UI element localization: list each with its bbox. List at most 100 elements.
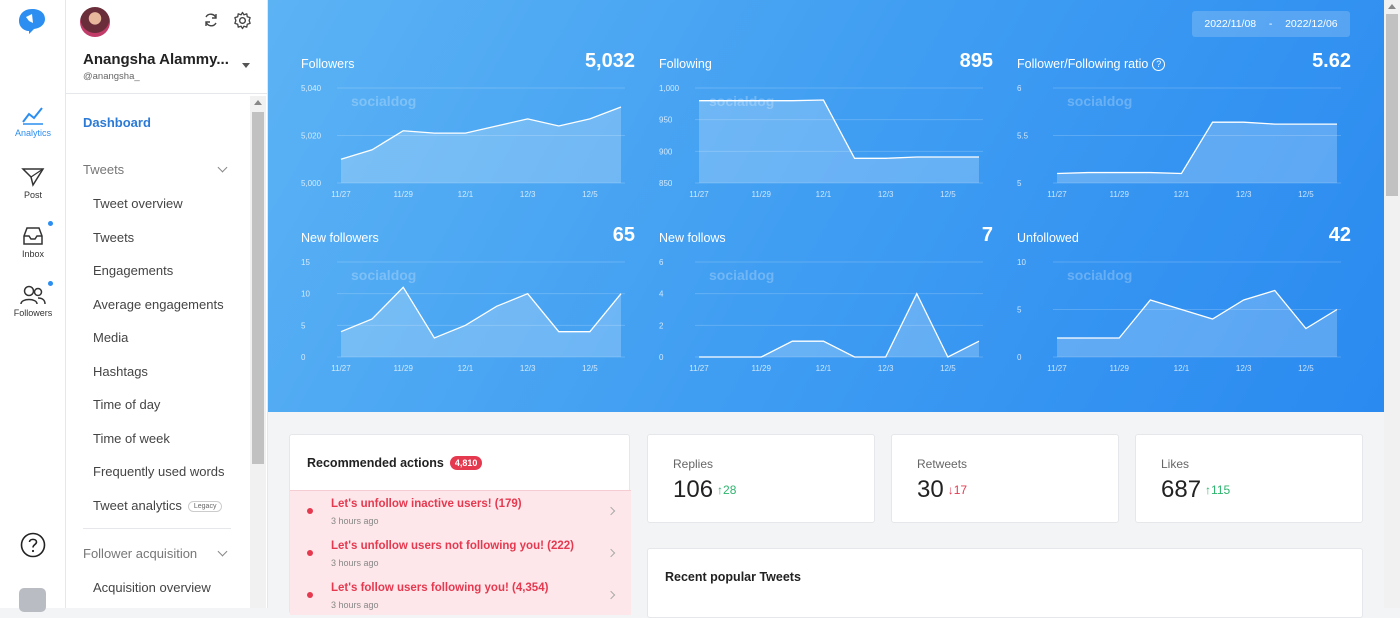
nav-frequently-used-words[interactable]: Frequently used words xyxy=(93,464,225,479)
x-tick-label: 12/3 xyxy=(878,190,894,199)
stat-card-likes[interactable]: Likes 687 ↑115 xyxy=(1135,434,1363,523)
chart-panel[interactable]: Followers 5,032 socialdog 5,040 5,020 5,000 11… xyxy=(301,50,635,210)
nav-tweet-overview[interactable]: Tweet overview xyxy=(93,196,183,211)
nav-group-follower-acquisition[interactable]: Follower acquisition xyxy=(83,546,198,561)
series-area xyxy=(699,100,979,183)
y-tick-label: 5,020 xyxy=(301,132,322,141)
chart-panel[interactable]: New followers 65 socialdog 15 10 5 0 11/27 11/29… xyxy=(301,224,635,384)
nav-group-tweets[interactable]: Tweets xyxy=(83,162,125,177)
sidebar-scrollbar-thumb[interactable] xyxy=(252,112,264,464)
recommended-action-item[interactable]: Let's follow users following you! (4,354… xyxy=(290,575,631,617)
stat-value-row: 106 ↑28 xyxy=(673,476,736,504)
chart-title-text: New follows xyxy=(659,231,726,245)
series-line xyxy=(699,99,979,159)
chart-panel[interactable]: New follows 7 socialdog 6 4 2 0 11/27 11/29 12/1 1… xyxy=(659,224,993,384)
followers-icon xyxy=(20,285,46,305)
recommended-actions-title: Recommended actions 4,810 xyxy=(307,456,483,470)
page-scrollbar-thumb[interactable] xyxy=(1386,14,1398,196)
chart-panel[interactable]: Unfollowed 42 socialdog 10 5 0 11/27 11/29 12/1 1… xyxy=(1017,224,1351,384)
rail-label-inbox: Inbox xyxy=(21,249,45,259)
x-tick-label: 12/3 xyxy=(520,364,536,373)
series-area xyxy=(341,287,621,357)
sidebar: Anangsha Alammy... @anangsha_ Dashboard … xyxy=(66,0,268,608)
arrow-up-icon: ↑ xyxy=(717,483,724,497)
stat-label: Retweets xyxy=(917,457,968,471)
nav-hashtags[interactable]: Hashtags xyxy=(93,364,148,379)
profile-name[interactable]: Anangsha Alammy... xyxy=(83,51,229,68)
analytics-hero: 2022/11/08 - 2022/12/06 Followers 5,032 so… xyxy=(268,0,1384,412)
recommended-action-text: Let's unfollow users not following you! … xyxy=(331,540,574,552)
chart-total: 42 xyxy=(1328,224,1351,246)
help-circle-icon[interactable]: ? xyxy=(1152,58,1166,71)
nav-tweet-analytics[interactable]: Tweet analytics Legacy xyxy=(93,498,223,513)
y-tick-label: 10 xyxy=(1017,258,1026,267)
recommended-action-item[interactable]: Let's unfollow inactive users! (179) 3 h… xyxy=(290,491,631,533)
divider xyxy=(66,93,268,94)
stat-delta-value: 17 xyxy=(953,483,968,497)
chart-total: 7 xyxy=(981,224,993,246)
alert-dot-icon xyxy=(307,550,313,556)
send-icon xyxy=(21,168,45,187)
chart-title: Following xyxy=(659,57,712,71)
avatar[interactable] xyxy=(80,7,110,37)
chart-panel[interactable]: Follower/Following ratio? 5.62 socialdog 6 5… xyxy=(1017,50,1351,210)
chart-total: 65 xyxy=(612,224,635,246)
icon-rail: Analytics Post Inbox Followers xyxy=(0,0,66,612)
chevron-down-icon[interactable] xyxy=(217,546,228,557)
announcement-icon[interactable] xyxy=(19,588,46,612)
y-tick-label: 0 xyxy=(659,353,664,362)
page-scrollbar[interactable] xyxy=(1384,0,1400,608)
date-range-picker[interactable]: 2022/11/08 - 2022/12/06 xyxy=(1192,11,1350,37)
rail-item-followers[interactable]: Followers xyxy=(0,284,66,318)
stat-card-replies[interactable]: Replies 106 ↑28 xyxy=(647,434,875,523)
rail-label-analytics: Analytics xyxy=(14,128,51,138)
chart-plot: socialdog 5,040 5,020 5,000 11/27 11/29 12/1 12… xyxy=(301,84,625,199)
x-tick-label: 12/1 xyxy=(458,364,474,373)
nav-tweets[interactable]: Tweets xyxy=(93,230,135,245)
x-tick-label: 11/27 xyxy=(1047,364,1067,373)
x-tick-label: 11/27 xyxy=(331,190,351,199)
nav-media[interactable]: Media xyxy=(93,330,129,345)
rail-item-post[interactable]: Post xyxy=(0,166,66,200)
nav-time-of-day[interactable]: Time of day xyxy=(93,397,161,412)
chart-panel[interactable]: Following895socialdog1,00095090085011/27… xyxy=(659,50,993,210)
y-tick-label: 4 xyxy=(659,290,664,299)
nav-dashboard[interactable]: Dashboard xyxy=(83,115,151,130)
chart-total: 5,032 xyxy=(584,50,635,72)
rail-item-analytics[interactable]: Analytics xyxy=(0,104,66,138)
chevron-down-icon[interactable] xyxy=(217,162,228,173)
nav-acquisition-overview[interactable]: Acquisition overview xyxy=(93,580,211,595)
chart-title-text: Follower/Following ratio xyxy=(1017,57,1149,71)
stat-delta: ↑115 xyxy=(1205,483,1230,497)
rail-label-followers: Followers xyxy=(13,308,53,318)
y-tick-label: 1,000 xyxy=(659,84,680,93)
socialdog-logo[interactable] xyxy=(17,7,47,35)
chevron-right-icon xyxy=(606,506,616,516)
refresh-icon[interactable] xyxy=(203,12,219,28)
y-tick-label: 5,000 xyxy=(301,179,322,188)
x-tick-label: 12/3 xyxy=(520,190,536,199)
nav-average-engagements[interactable]: Average engagements xyxy=(93,297,224,312)
x-tick-label: 12/5 xyxy=(1298,190,1314,199)
scroll-up-arrow-icon[interactable] xyxy=(254,100,262,105)
arrow-up-icon: ↑ xyxy=(1205,483,1212,497)
recommended-action-item[interactable]: Let's unfollow users not following you! … xyxy=(290,533,631,575)
account-switch-caret-icon[interactable] xyxy=(242,63,250,68)
nav-time-of-week[interactable]: Time of week xyxy=(93,431,170,446)
gear-icon[interactable] xyxy=(233,11,252,30)
rail-item-inbox[interactable]: Inbox xyxy=(0,225,66,259)
x-tick-label: 11/29 xyxy=(1110,190,1130,199)
x-tick-label: 12/3 xyxy=(1236,364,1252,373)
scroll-up-arrow-icon[interactable] xyxy=(1388,4,1396,9)
chart-title-text: Followers xyxy=(301,57,355,71)
main-content: 2022/11/08 - 2022/12/06 Followers 5,032 so… xyxy=(268,0,1384,618)
stat-card-retweets[interactable]: Retweets 30 ↓17 xyxy=(891,434,1119,523)
stat-value: 687 xyxy=(1161,476,1202,503)
date-separator: - xyxy=(1268,18,1273,30)
stat-value-row: 30 ↓17 xyxy=(917,476,967,504)
series-area xyxy=(341,107,621,183)
recommended-count-badge: 4,810 xyxy=(449,456,483,470)
nav-engagements[interactable]: Engagements xyxy=(93,263,174,278)
x-tick-label: 11/27 xyxy=(331,364,351,373)
help-icon[interactable] xyxy=(20,532,46,558)
